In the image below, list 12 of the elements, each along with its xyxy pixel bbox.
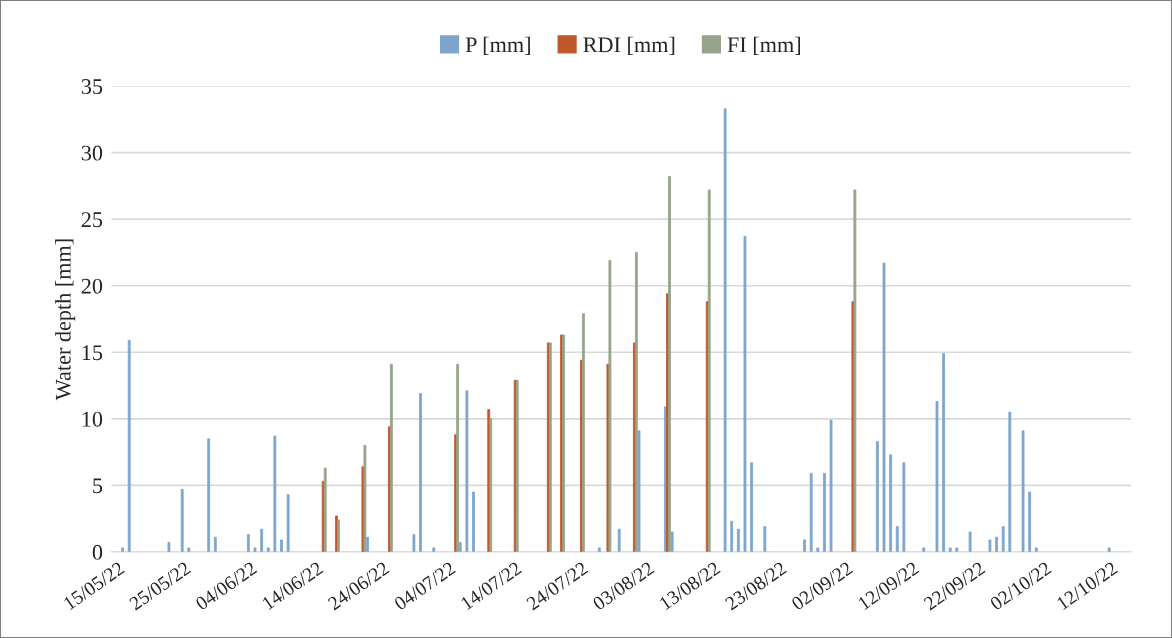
y-tick-label: 30 (81, 145, 103, 161)
y-tick-label: 15 (82, 345, 103, 361)
legend-label: RDI [mm] (583, 36, 675, 56)
y-tick-label: 10 (82, 411, 103, 427)
legend-label: P [mm] (465, 36, 530, 56)
legend-label: FI [mm] (727, 36, 801, 56)
y-tick-label: 20 (81, 278, 103, 294)
y-tick-label: 35 (81, 79, 103, 95)
y-axis-title: Water depth [mm] (55, 239, 76, 401)
y-tick-label: 5 (93, 478, 103, 494)
y-tick-label: 0 (92, 544, 103, 560)
y-tick-label: 25 (81, 212, 103, 228)
